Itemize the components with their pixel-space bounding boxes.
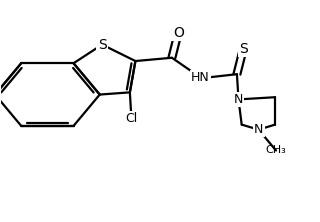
- Text: S: S: [98, 38, 107, 52]
- Text: N: N: [234, 93, 243, 106]
- Text: O: O: [173, 26, 184, 40]
- Text: HN: HN: [191, 71, 210, 84]
- Text: N: N: [254, 123, 263, 136]
- Text: S: S: [239, 42, 248, 56]
- Text: CH₃: CH₃: [266, 145, 286, 155]
- Text: Cl: Cl: [125, 112, 138, 125]
